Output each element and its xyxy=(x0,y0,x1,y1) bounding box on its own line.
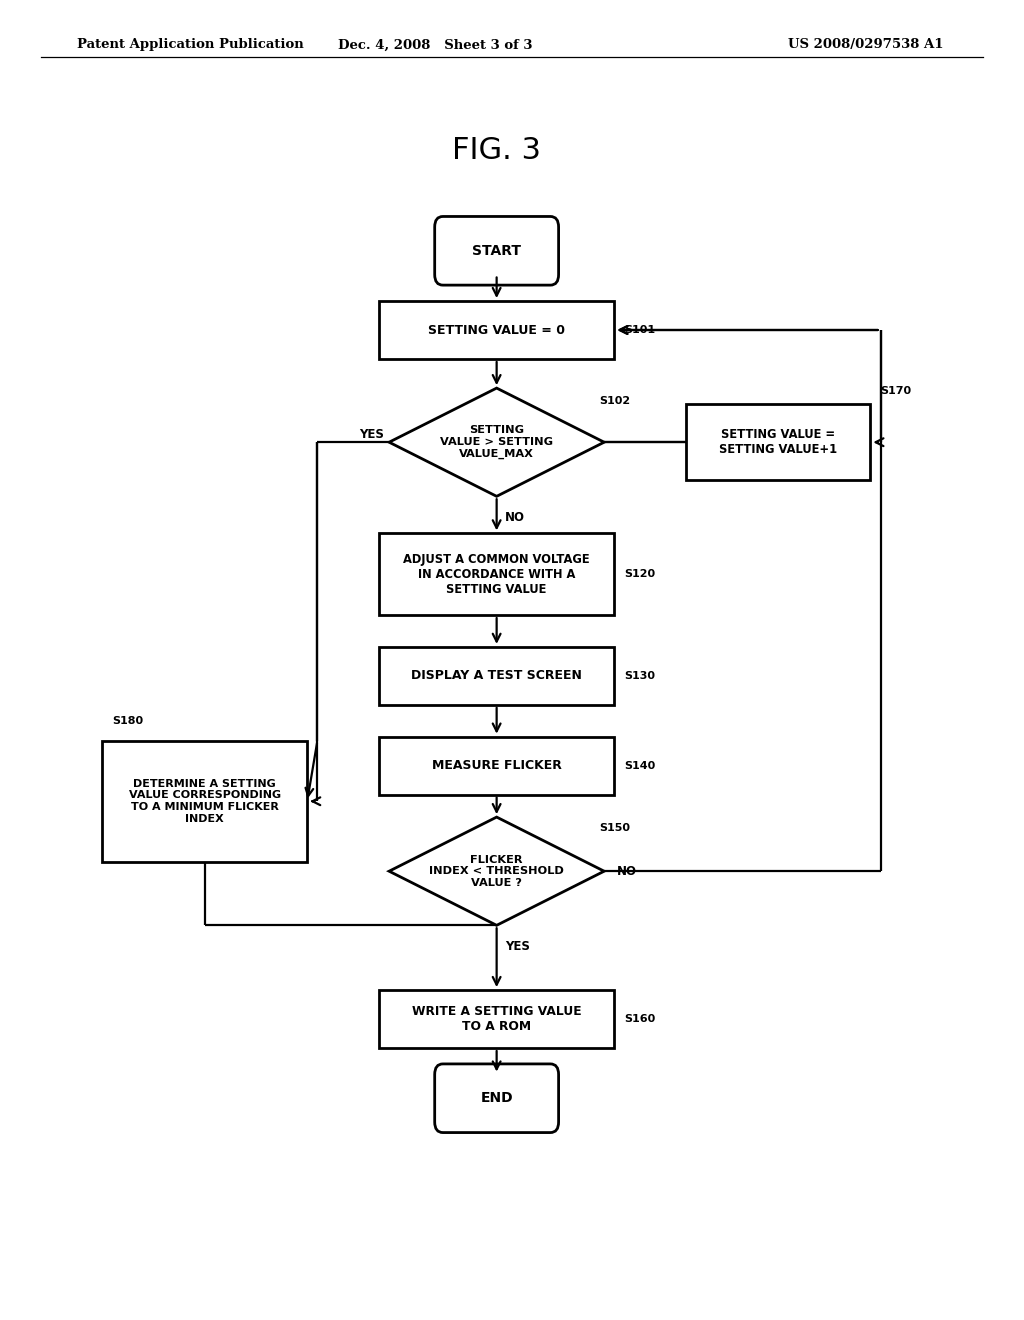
Text: SETTING
VALUE > SETTING
VALUE_MAX: SETTING VALUE > SETTING VALUE_MAX xyxy=(440,425,553,459)
Text: S101: S101 xyxy=(625,325,655,335)
Text: DISPLAY A TEST SCREEN: DISPLAY A TEST SCREEN xyxy=(412,669,582,682)
Text: S130: S130 xyxy=(625,671,655,681)
Text: S140: S140 xyxy=(625,760,656,771)
Text: US 2008/0297538 A1: US 2008/0297538 A1 xyxy=(787,38,943,51)
Text: S150: S150 xyxy=(599,822,630,833)
Bar xyxy=(686,404,870,480)
Text: FIG. 3: FIG. 3 xyxy=(453,136,541,165)
Text: Patent Application Publication: Patent Application Publication xyxy=(77,38,303,51)
Text: START: START xyxy=(472,244,521,257)
Text: S120: S120 xyxy=(625,569,655,579)
Bar xyxy=(379,647,614,705)
Text: YES: YES xyxy=(505,940,529,953)
FancyBboxPatch shape xyxy=(434,1064,559,1133)
Bar xyxy=(379,301,614,359)
Bar xyxy=(379,533,614,615)
Text: ADJUST A COMMON VOLTAGE
IN ACCORDANCE WITH A
SETTING VALUE: ADJUST A COMMON VOLTAGE IN ACCORDANCE WI… xyxy=(403,553,590,595)
Text: MEASURE FLICKER: MEASURE FLICKER xyxy=(432,759,561,772)
Text: DETERMINE A SETTING
VALUE CORRESPONDING
TO A MINIMUM FLICKER
INDEX: DETERMINE A SETTING VALUE CORRESPONDING … xyxy=(129,779,281,824)
Text: WRITE A SETTING VALUE
TO A ROM: WRITE A SETTING VALUE TO A ROM xyxy=(412,1005,582,1034)
Text: END: END xyxy=(480,1092,513,1105)
Text: NO: NO xyxy=(616,865,637,878)
Text: S102: S102 xyxy=(599,396,630,407)
Text: S170: S170 xyxy=(881,385,911,396)
Polygon shape xyxy=(389,388,604,496)
Polygon shape xyxy=(389,817,604,925)
Text: S180: S180 xyxy=(113,715,143,726)
Text: FLICKER
INDEX < THRESHOLD
VALUE ?: FLICKER INDEX < THRESHOLD VALUE ? xyxy=(429,854,564,888)
Text: SETTING VALUE = 0: SETTING VALUE = 0 xyxy=(428,323,565,337)
Text: YES: YES xyxy=(359,428,384,441)
Bar xyxy=(379,737,614,795)
FancyBboxPatch shape xyxy=(434,216,559,285)
Text: NO: NO xyxy=(505,511,525,524)
Bar xyxy=(102,741,307,862)
Text: SETTING VALUE =
SETTING VALUE+1: SETTING VALUE = SETTING VALUE+1 xyxy=(719,428,838,457)
Text: S160: S160 xyxy=(625,1014,656,1024)
Bar xyxy=(379,990,614,1048)
Text: Dec. 4, 2008   Sheet 3 of 3: Dec. 4, 2008 Sheet 3 of 3 xyxy=(338,38,532,51)
